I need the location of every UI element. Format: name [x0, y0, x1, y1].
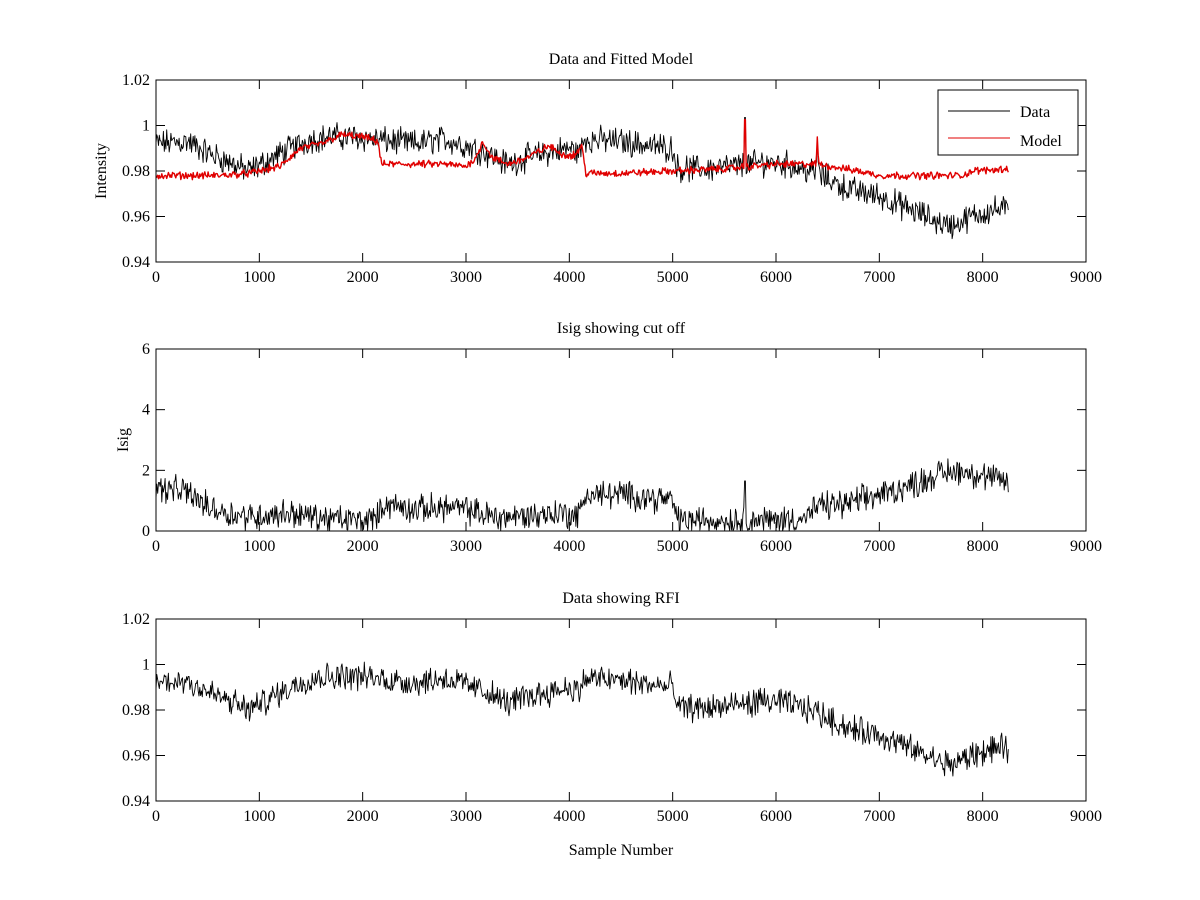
y-tick-label: 0.98: [122, 702, 150, 719]
y-tick-label: 0.96: [122, 209, 150, 226]
chart-title: Isig showing cut off: [557, 320, 686, 337]
x-tick-label: 2000: [347, 538, 379, 555]
series-line-data: [155, 661, 1009, 777]
y-tick-label: 1: [142, 657, 150, 674]
x-tick-label: 1000: [243, 538, 275, 555]
x-tick-label: 7000: [863, 538, 895, 555]
legend-box: [937, 89, 1079, 156]
x-tick-label: 3000: [450, 269, 482, 286]
x-axis-label: Sample Number: [569, 842, 674, 859]
y-axis-label: Intensity: [93, 143, 110, 199]
axes-frame: [155, 348, 1087, 532]
x-tick-label: 1000: [243, 269, 275, 286]
x-tick-label: 4000: [553, 538, 585, 555]
panel-data-and-model: Data and Fitted Model Intensity 0 1000 200…: [93, 51, 1102, 286]
x-tick-label: 1000: [243, 808, 275, 825]
x-tick-label: 7000: [863, 269, 895, 286]
plot-area: [155, 458, 1009, 532]
x-tick-label: 4000: [553, 808, 585, 825]
axes: 0 1000 2000 3000 4000 5000 6000 7000 8000 9000 0 2 4…: [142, 341, 1102, 555]
x-tick-label: 0: [152, 538, 160, 555]
y-tick-label: 6: [142, 341, 150, 358]
series-line-model: [155, 118, 1009, 181]
x-tick-label: 0: [152, 808, 160, 825]
x-tick-label: 4000: [553, 269, 585, 286]
x-tick-label: 5000: [657, 269, 689, 286]
legend-entry-model: Model: [1020, 133, 1062, 150]
y-tick-label: 4: [142, 402, 150, 419]
x-tick-label: 0: [152, 269, 160, 286]
y-tick-label: 1: [142, 118, 150, 135]
x-tick-label: 8000: [967, 269, 999, 286]
y-tick-label: 0: [142, 523, 150, 540]
chart-title: Data showing RFI: [562, 590, 679, 607]
plot-area: [155, 116, 1009, 240]
x-tick-label: 9000: [1070, 538, 1102, 555]
axes: 0 1000 2000 3000 4000 5000 6000 7000 8000 9000 0.9…: [122, 72, 1102, 286]
y-tick-label: 0.94: [122, 793, 150, 810]
y-tick-label: 2: [142, 462, 150, 479]
x-tick-label: 3000: [450, 808, 482, 825]
x-tick-label: 8000: [967, 808, 999, 825]
y-axis-label: Isig: [115, 428, 132, 452]
panel-isig: Isig showing cut off Isig 0 1000 2000 3000 4…: [115, 320, 1102, 555]
plot-area: [155, 661, 1009, 777]
x-tick-label: 5000: [657, 808, 689, 825]
series-line-data: [155, 116, 1009, 240]
series-line-data: [155, 458, 1009, 532]
legend-entry-data: Data: [1020, 104, 1050, 121]
y-tick-label: 0.96: [122, 748, 150, 765]
x-tick-label: 6000: [760, 808, 792, 825]
x-tick-label: 6000: [760, 269, 792, 286]
x-tick-label: 9000: [1070, 269, 1102, 286]
x-tick-label: 8000: [967, 538, 999, 555]
y-tick-label: 1.02: [122, 611, 150, 628]
x-tick-label: 2000: [347, 808, 379, 825]
axes: 0 1000 2000 3000 4000 5000 6000 7000 8000 9000 0.9…: [122, 611, 1102, 825]
x-tick-label: 7000: [863, 808, 895, 825]
x-tick-label: 6000: [760, 538, 792, 555]
x-tick-label: 5000: [657, 538, 689, 555]
y-tick-label: 0.98: [122, 163, 150, 180]
x-tick-label: 3000: [450, 538, 482, 555]
legend: Data Model: [937, 89, 1079, 156]
panel-data-rfi: Data showing RFI Sample Number 0 1000 2000…: [122, 590, 1102, 859]
chart-title: Data and Fitted Model: [549, 51, 694, 68]
x-tick-label: 9000: [1070, 808, 1102, 825]
x-tick-label: 2000: [347, 269, 379, 286]
y-tick-label: 1.02: [122, 72, 150, 89]
y-tick-label: 0.94: [122, 254, 150, 271]
